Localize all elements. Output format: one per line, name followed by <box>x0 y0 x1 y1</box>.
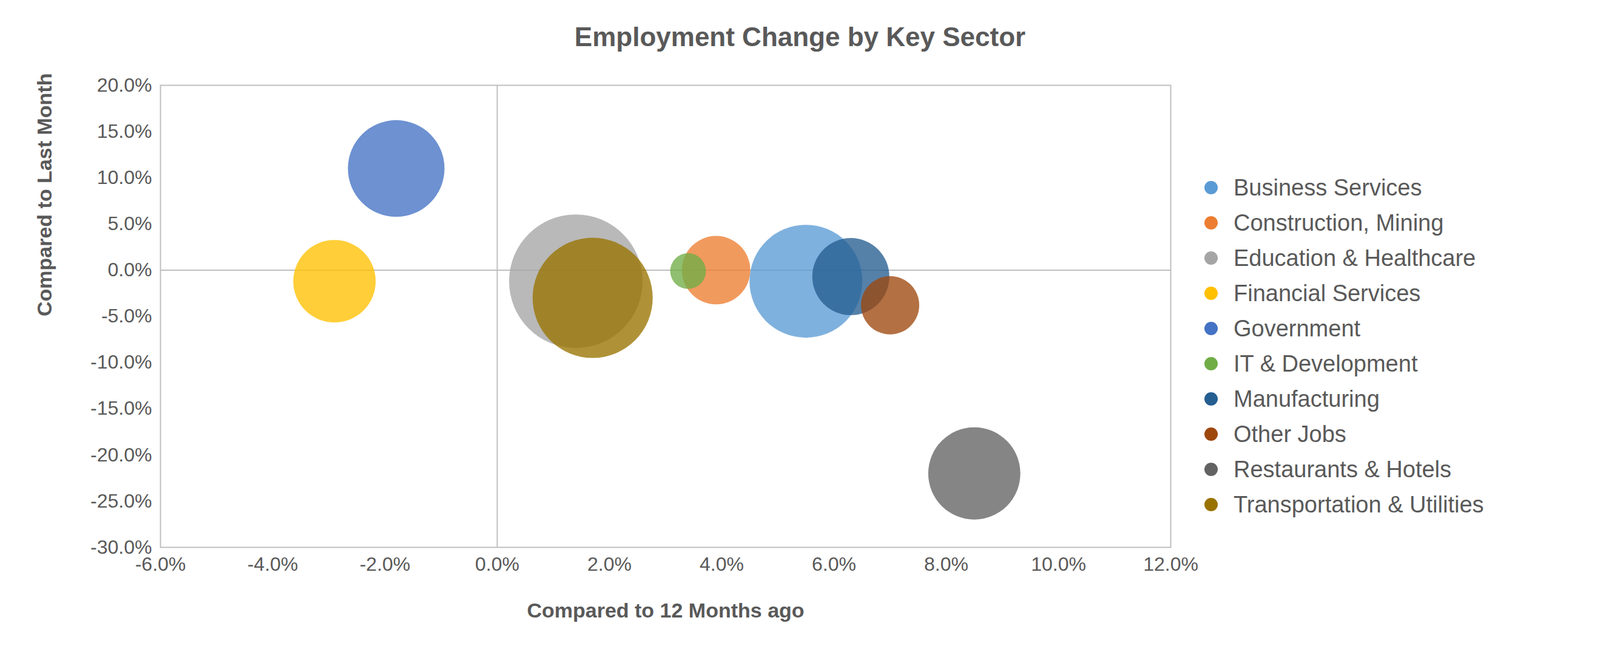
svg-text:8.0%: 8.0% <box>924 552 969 575</box>
html-text:IT & Development: IT & Development <box>1233 350 1418 376</box>
svg-text:10.0%: 10.0% <box>97 166 153 189</box>
html-text:Construction, Mining: Construction, Mining <box>1233 209 1444 236</box>
svg-text:-20.0%: -20.0% <box>90 443 152 466</box>
svg-text:-4.0%: -4.0% <box>247 552 299 575</box>
svg-text:-15.0%: -15.0% <box>90 396 152 419</box>
svg-text:-10.0%: -10.0% <box>90 350 152 373</box>
svg-text:6.0%: 6.0% <box>811 552 857 575</box>
html-text:Restaurants & Hotels: Restaurants & Hotels <box>1233 455 1452 482</box>
svg-text:15.0%: 15.0% <box>97 120 153 142</box>
html-text:Government: Government <box>1233 315 1361 341</box>
html-text:Manufacturing: Manufacturing <box>1233 385 1380 412</box>
html-text:Transportation & Utilities: Transportation & Utilities <box>1233 491 1484 517</box>
svg-text:10.0%: 10.0% <box>1030 552 1087 575</box>
svg-text:-2.0%: -2.0% <box>359 552 411 575</box>
svg-text:0.0%: 0.0% <box>475 552 520 575</box>
svg-text:-6.0%: -6.0% <box>135 552 186 575</box>
svg-text:-5.0%: -5.0% <box>101 304 153 327</box>
svg-text:12.0%: 12.0% <box>1143 552 1199 575</box>
svg-text:4.0%: 4.0% <box>699 552 744 575</box>
svg-text:-30.0%: -30.0% <box>90 535 152 558</box>
html-text:Education & Healthcare: Education & Healthcare <box>1233 244 1476 271</box>
svg-text:-25.0%: -25.0% <box>90 489 152 512</box>
svg-text:Compared to Last Month: Compared to Last Month <box>32 73 56 317</box>
html-text:Employment Change by Key Secto: Employment Change by Key Sector <box>574 21 1026 52</box>
svg-text:5.0%: 5.0% <box>108 212 153 235</box>
svg-text:20.0%: 20.0% <box>97 74 153 96</box>
html-text:Business Services: Business Services <box>1233 174 1422 200</box>
html-text:Financial Services: Financial Services <box>1233 280 1421 306</box>
svg-text:Compared to 12 Months ago: Compared to 12 Months ago <box>526 598 804 622</box>
svg-text:0.0%: 0.0% <box>108 258 153 281</box>
svg-text:2.0%: 2.0% <box>587 552 632 575</box>
html-text:Other Jobs: Other Jobs <box>1233 420 1347 447</box>
